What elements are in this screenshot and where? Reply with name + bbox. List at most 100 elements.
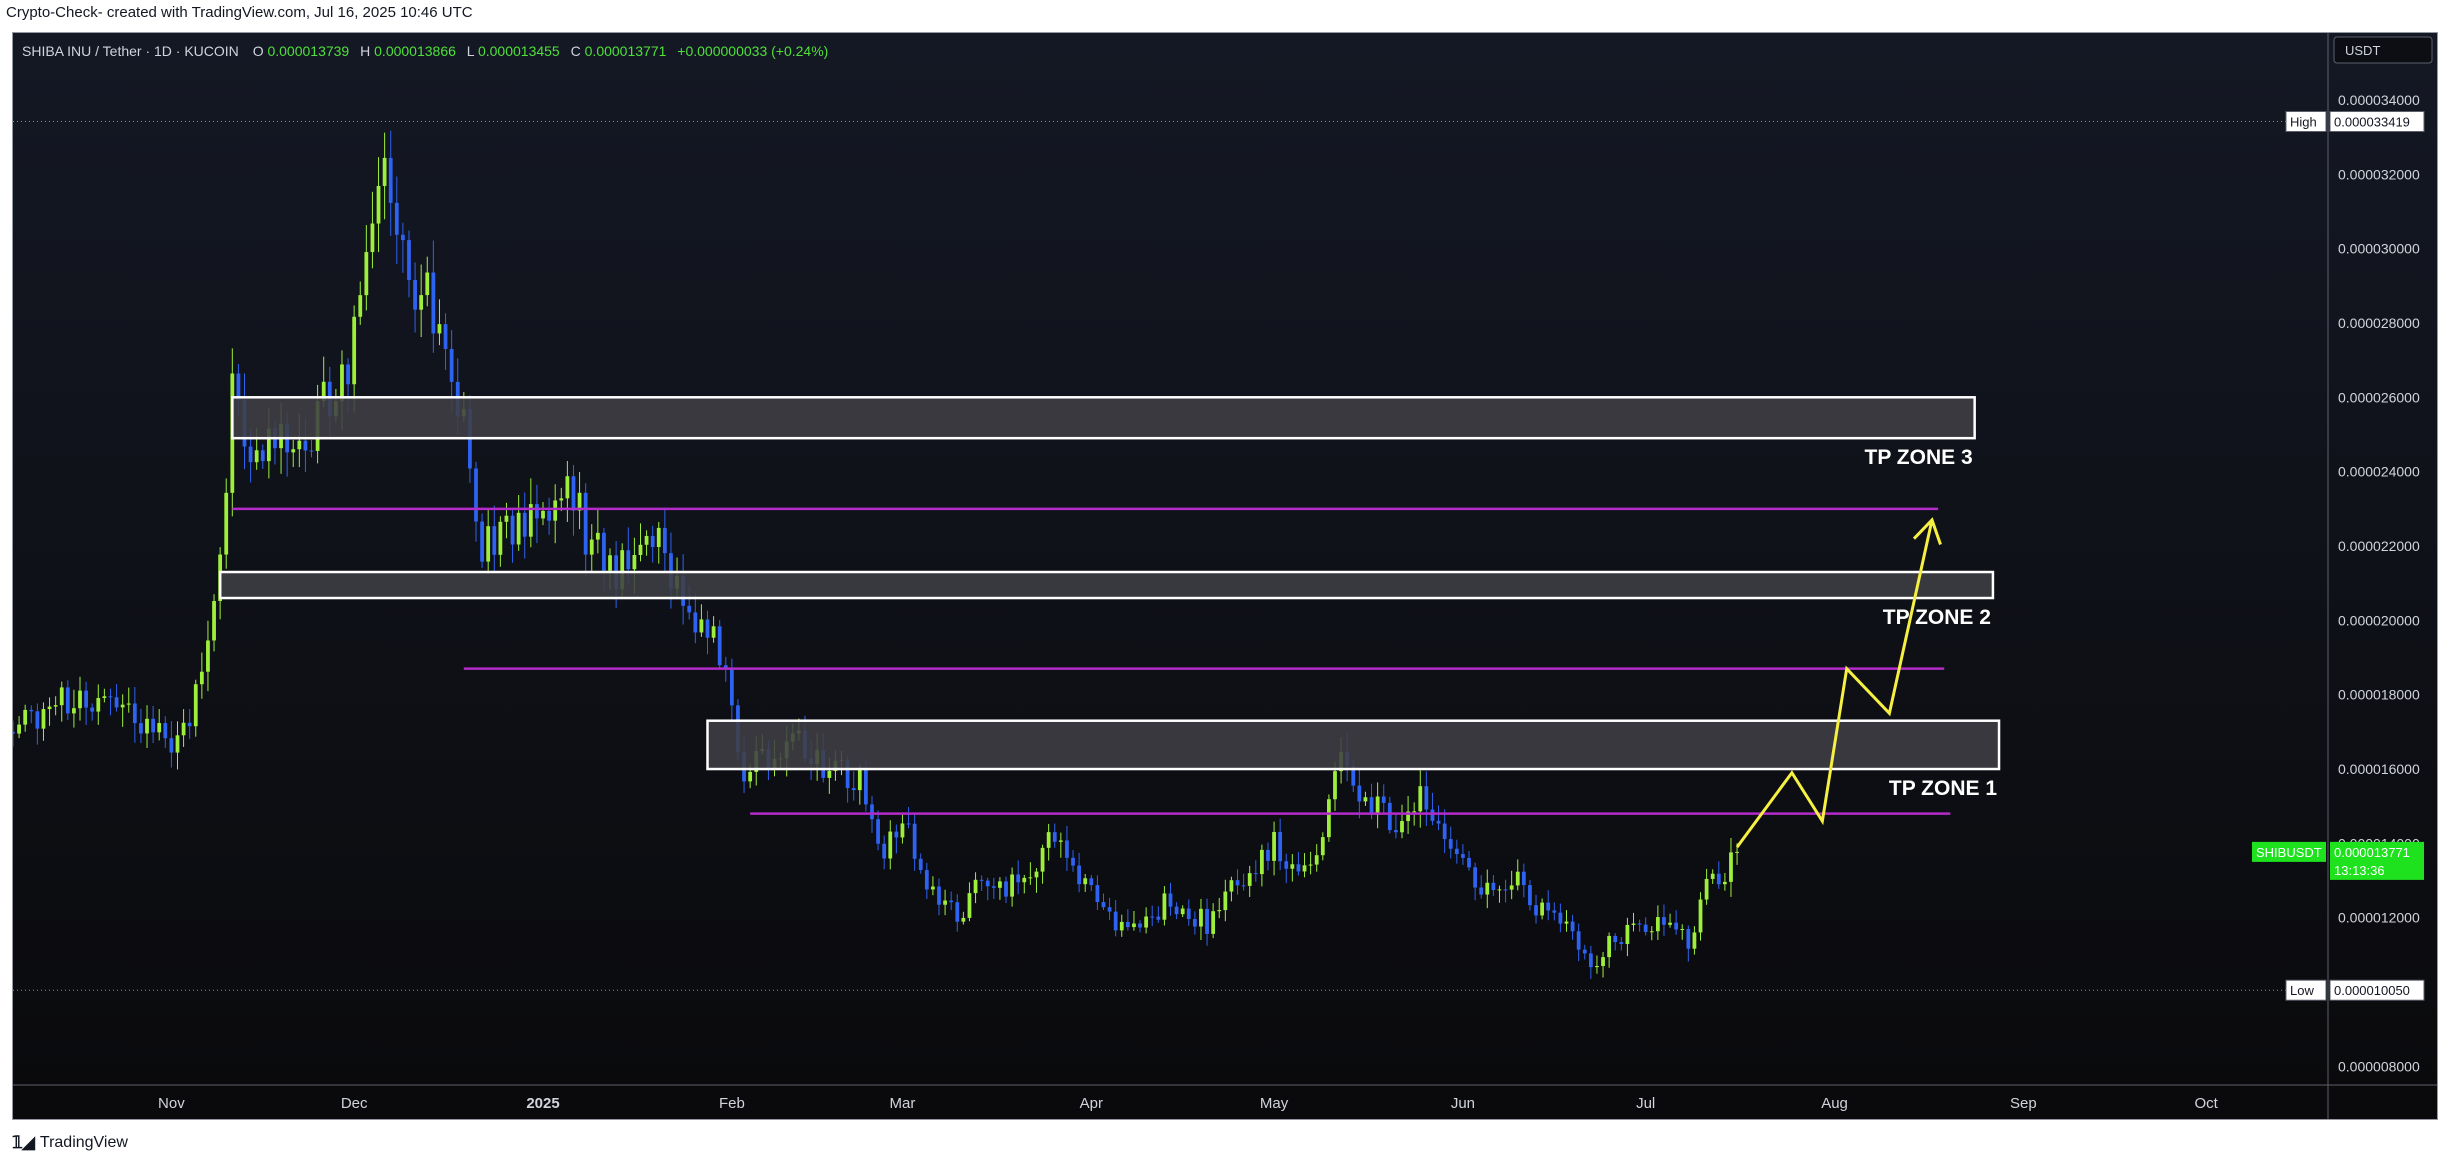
candle-body	[1473, 867, 1477, 888]
candle-body	[522, 512, 527, 537]
y-tick-label: 0.000018000	[2338, 687, 2420, 703]
candle-body	[1686, 929, 1691, 949]
candle-body	[931, 886, 935, 890]
candle-body	[1314, 855, 1319, 865]
candle-body	[394, 202, 399, 235]
low-tag: Low 0.000010050	[2285, 979, 2425, 1001]
candle-body	[1333, 771, 1337, 800]
candle-body	[13, 731, 15, 734]
candle-body	[851, 788, 856, 791]
high-tag-value: 0.000033419	[2334, 115, 2410, 130]
projection-path	[1735, 519, 1934, 848]
candle-body	[376, 185, 381, 224]
candle-body	[498, 521, 503, 555]
legend-l-label: L	[467, 43, 475, 59]
candle-body	[864, 769, 868, 805]
candle-body	[1284, 861, 1289, 869]
candle-body	[340, 364, 344, 402]
candle-body	[1467, 857, 1471, 868]
candle-body	[321, 381, 326, 402]
candle-body	[431, 272, 436, 334]
y-tick-label: 0.000032000	[2338, 166, 2420, 182]
tp-zone-2-label: TP ZONE 2	[1883, 606, 1991, 629]
candle-body	[1223, 891, 1228, 911]
candle-body	[967, 893, 972, 918]
last-price-tag: SHIBUSDT 0.000013771 13:13:36	[2252, 841, 2424, 880]
candle-body	[577, 492, 582, 511]
candle-body	[937, 886, 941, 905]
svg-text:SHIBA INU / Tether · 1D · KUCO: SHIBA INU / Tether · 1D · KUCOIN O 0.000…	[22, 43, 828, 59]
candle-body	[199, 671, 204, 685]
candle-body	[991, 886, 996, 888]
candle-body	[120, 704, 125, 708]
candle-body	[1400, 821, 1404, 833]
candle-body	[1436, 820, 1441, 824]
x-tick-label: Jun	[1451, 1095, 1475, 1112]
price-tags: High 0.000033419 Low 0.000010050 SHIBUSDT 0.0…	[2252, 111, 2425, 1001]
candle-body	[1247, 873, 1252, 886]
candle-body	[1394, 830, 1398, 833]
candle-body	[1558, 912, 1563, 924]
candle-body	[870, 804, 874, 820]
tp-zone-3-label: TP ZONE 3	[1865, 446, 1973, 469]
candle-body	[1278, 831, 1283, 862]
x-tick-label: Jul	[1636, 1095, 1655, 1112]
candle-body	[918, 858, 923, 871]
candlestick-chart[interactable]: TP ZONE 1 TP ZONE 2 TP ZONE 3 0.000034000 0…	[13, 33, 2437, 1119]
candle-body	[565, 476, 570, 499]
candle-body	[1132, 923, 1136, 928]
tp-zone-1	[706, 719, 2001, 771]
candle-body	[1430, 809, 1435, 821]
low-tag-value-bg	[2329, 979, 2425, 1001]
candle-body	[84, 690, 88, 708]
candle-body	[1643, 924, 1648, 932]
candle-body	[1424, 786, 1429, 810]
candle-body	[1485, 882, 1490, 895]
candle-body	[1674, 922, 1679, 930]
currency-selector[interactable]: USDT	[2333, 36, 2433, 64]
candle-body	[1125, 921, 1130, 928]
time-axis[interactable]: Nov Dec 2025 Feb Mar Apr May Jun Jul Aug Sep Oct	[158, 1095, 2219, 1112]
candle-body	[827, 770, 832, 778]
candle-body	[723, 665, 728, 670]
candle-body	[1588, 953, 1593, 968]
candle-body	[474, 468, 478, 522]
legend-o-value: 0.000013739	[267, 43, 349, 59]
candle-body	[352, 316, 357, 385]
candle-body	[961, 917, 966, 922]
candle-body	[729, 669, 734, 706]
candle-body	[59, 687, 64, 706]
candle-body	[510, 515, 515, 545]
tp-zone-1-label: TP ZONE 1	[1889, 777, 1997, 800]
y-tick-label: 0.000016000	[2338, 761, 2420, 777]
chart-caption: Crypto-Check- created with TradingView.c…	[6, 4, 473, 21]
candle-body	[151, 718, 156, 733]
candle-body	[1253, 873, 1258, 875]
tradingview-brand[interactable]: 𝟙◢ TradingView	[12, 1133, 128, 1153]
candle-body	[632, 554, 637, 570]
y-tick-label: 0.000008000	[2338, 1058, 2420, 1074]
candle-body	[419, 295, 424, 310]
candle-body	[711, 626, 716, 638]
candle-body	[748, 771, 753, 782]
candle-body	[449, 348, 454, 382]
candle-body	[571, 476, 576, 511]
candle-body	[1454, 848, 1459, 855]
y-tick-label: 0.000020000	[2338, 612, 2420, 628]
candle-body	[486, 526, 491, 562]
chart-frame[interactable]: TP ZONE 1 TP ZONE 2 TP ZONE 3 0.000034000 0…	[12, 32, 2438, 1120]
candle-body	[1144, 916, 1149, 928]
candle-body	[717, 626, 722, 666]
candle-body	[985, 880, 990, 887]
candle-body	[425, 272, 430, 296]
x-tick-label: Feb	[719, 1095, 745, 1112]
candle-body	[132, 703, 137, 724]
candle-body	[535, 504, 539, 519]
candle-body	[1662, 917, 1666, 925]
candle-body	[894, 831, 899, 838]
candle-body	[644, 535, 649, 545]
candle-body	[1442, 823, 1447, 840]
candle-body	[1576, 931, 1581, 950]
candle-body	[638, 544, 643, 555]
candle-body	[401, 234, 405, 241]
